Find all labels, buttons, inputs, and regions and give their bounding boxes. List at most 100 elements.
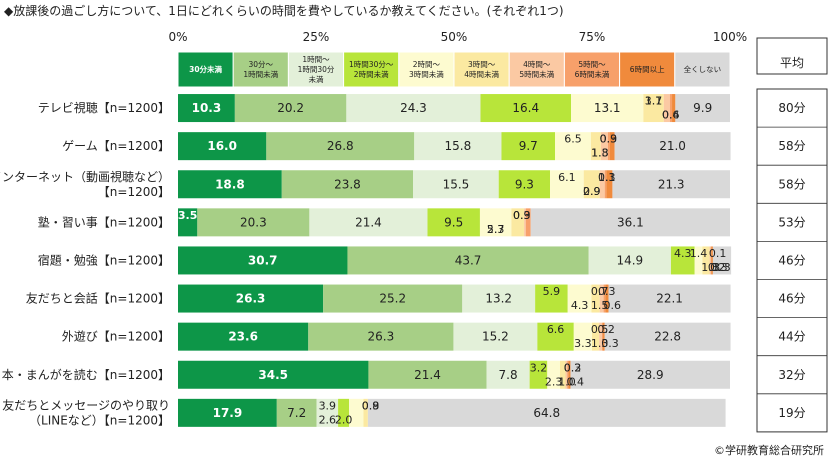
data-label: 0.3: [600, 133, 618, 146]
legend-label: 2時間～: [413, 60, 441, 69]
copyright-text: ©学研教育総合研究所: [714, 444, 824, 457]
bar-segment: [363, 398, 368, 427]
data-label: 0.9: [513, 209, 531, 222]
bar-segment: [309, 208, 428, 237]
x-tick-label: 25%: [303, 30, 330, 44]
data-label: 23.6: [228, 330, 258, 344]
bar-segment: [588, 246, 671, 275]
category-label: 外遊び【n=1200】: [62, 329, 170, 344]
data-label: 0.2: [564, 361, 582, 374]
bar-segment: [600, 132, 609, 161]
data-label: 22.8: [654, 330, 681, 344]
bar-segment: [591, 284, 600, 313]
data-label: 1.3: [591, 147, 609, 160]
bar-segment: [694, 246, 703, 275]
bar-segment: [568, 360, 571, 389]
data-label: 5.9: [543, 285, 561, 298]
data-label: 23.8: [334, 177, 361, 191]
bar-segment: [537, 322, 574, 351]
bar-segment: [601, 322, 604, 351]
bar-segment: [604, 322, 731, 351]
data-label: 0.9: [583, 185, 601, 198]
data-label: 1.3: [591, 337, 609, 350]
bar-segment: [178, 322, 309, 351]
data-label: 0.5: [591, 323, 609, 336]
data-label: 21.0: [659, 139, 686, 153]
data-label: 2.3: [487, 223, 505, 236]
data-label: 30.7: [248, 253, 278, 267]
avg-value: 46分: [778, 253, 805, 267]
legend-swatch: [508, 51, 565, 88]
legend-swatch: [398, 51, 455, 88]
category-label: インターネット（動画視聴など）: [0, 169, 170, 184]
legend-label: 1時間未満: [243, 69, 278, 79]
data-label: 3.3: [713, 261, 731, 274]
legend-swatch: [619, 51, 676, 88]
data-label: 1.1: [598, 171, 616, 184]
bar-segment: [414, 132, 502, 161]
data-label: 28.9: [637, 368, 664, 382]
data-label: 0.8: [362, 399, 380, 412]
bar-segment: [178, 208, 198, 237]
data-label: 3.7: [645, 95, 663, 108]
data-label: 0.7: [591, 285, 609, 298]
avg-column-box: [756, 88, 828, 433]
data-label: 3.9: [319, 399, 337, 412]
bar-segment: [347, 246, 589, 275]
data-label: 3.3: [574, 337, 592, 350]
bar-segment: [276, 398, 317, 427]
bar-segment: [486, 360, 530, 389]
data-label: 0.9: [362, 399, 380, 412]
legend-label: 5時間未満: [519, 69, 554, 79]
bar-segment: [675, 94, 730, 123]
data-label: 9.5: [444, 215, 463, 229]
chart-title: ◆放課後の過ごし方について、1日にどれくらいの時間を費やしているか教えてください…: [4, 4, 564, 18]
data-label: 2.6: [319, 413, 337, 426]
data-label: 0.6: [603, 299, 621, 312]
data-label: 1.0: [558, 375, 576, 388]
data-label: 26.8: [327, 139, 354, 153]
bar-segment: [530, 208, 730, 237]
legend-label: 6時間未満: [575, 69, 610, 79]
avg-value: 32分: [778, 368, 805, 382]
legend-swatch: [232, 51, 289, 88]
bar-segment: [603, 322, 605, 351]
data-label: 7.2: [287, 406, 306, 420]
data-label: 15.8: [445, 139, 472, 153]
bar-segment: [604, 170, 607, 199]
bar-segment: [427, 208, 480, 237]
data-label: 0.3: [564, 361, 582, 374]
bar-segment: [413, 170, 499, 199]
bar-segment: [571, 94, 644, 123]
data-label: 18.8: [215, 177, 245, 191]
legend-label: 4時間～: [523, 60, 551, 69]
bar-segment: [349, 398, 364, 427]
data-label: 0.1: [709, 247, 727, 260]
data-label: 6.5: [564, 133, 582, 146]
data-label: 0.4: [662, 109, 680, 122]
data-label: 15.2: [482, 330, 509, 344]
avg-value: 53分: [778, 215, 805, 229]
data-label: 21.4: [414, 368, 441, 382]
data-label: 4.3: [674, 247, 692, 260]
data-label: 3.2: [530, 361, 548, 374]
data-label: 17.9: [213, 406, 243, 420]
bar-segment: [583, 170, 600, 199]
data-label: 3.5: [178, 209, 198, 222]
bar-segment: [608, 132, 610, 161]
category-label: ゲーム【n=1200】: [62, 139, 170, 153]
avg-value: 19分: [778, 406, 805, 420]
bar-segment: [712, 246, 732, 275]
x-tick-label: 75%: [579, 30, 606, 44]
bar-segment: [525, 208, 531, 237]
category-label: テレビ視聴【n=1200】: [38, 100, 170, 115]
legend-label: 30分～: [249, 60, 274, 69]
data-label: 2.3: [545, 375, 563, 388]
data-label: 0.2: [708, 261, 726, 274]
data-label: 6.6: [547, 323, 565, 336]
legend-label: 2時間未満: [354, 69, 389, 79]
data-label: 21.3: [658, 177, 685, 191]
data-label: 24.3: [400, 101, 427, 115]
bar-segment: [178, 94, 235, 123]
